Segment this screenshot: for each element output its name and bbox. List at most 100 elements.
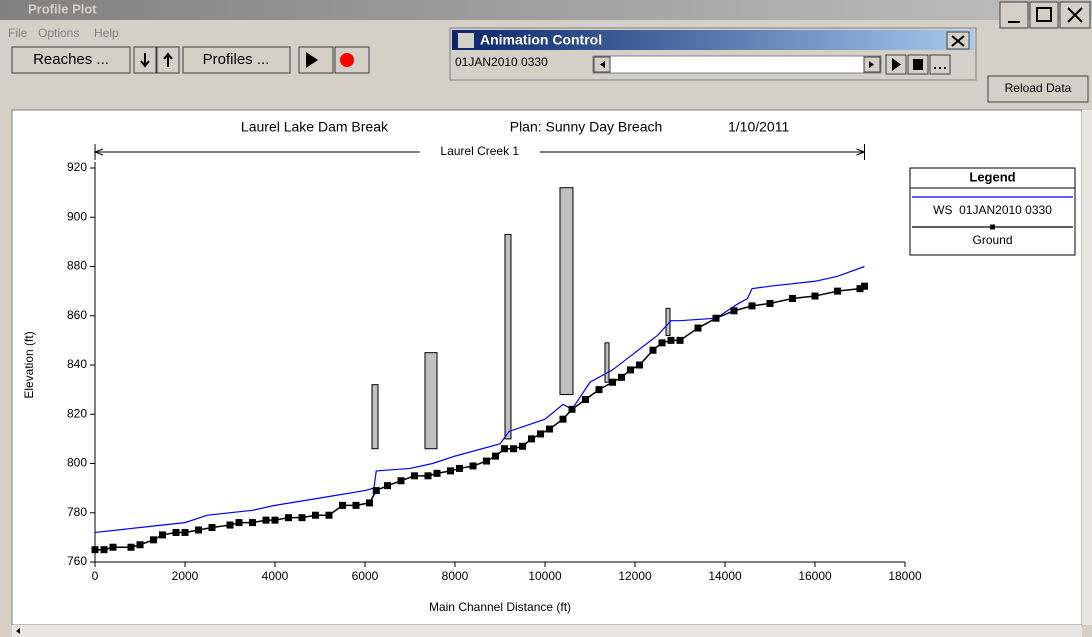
ground-marker [667,336,675,344]
ground-marker [789,295,796,303]
ground-marker [312,511,319,519]
structure [424,352,438,450]
slider-right-glyph [869,61,874,68]
y-axis-label: Elevation (ft) [22,331,36,398]
ground-marker [658,339,666,347]
y-tick-label: 800 [67,456,87,470]
x-tick-label: 16000 [798,569,832,583]
ground-marker [510,445,517,453]
legend-title: Legend [969,169,1015,184]
x-tick-label: 0 [92,569,99,583]
maximize-glyph [1036,7,1052,22]
x-tick-label: 2000 [172,569,199,583]
ground-marker [501,445,508,453]
animation-title: Animation Control [480,32,602,48]
ground-marker [861,282,868,290]
ground-marker [483,457,490,465]
ground-marker [537,430,544,438]
ground-marker [676,336,684,344]
x-tick-label: 6000 [352,569,379,583]
chart-subtitle: Plan: Sunny Day Breach [510,119,663,135]
x-tick-label: 8000 [442,569,469,583]
ground-marker [595,386,603,394]
ground-marker [262,516,270,524]
ground-marker [91,546,99,554]
play-button[interactable] [298,46,334,74]
ground-marker [384,482,391,490]
window-title: Profile Plot [28,1,97,16]
y-tick-label: 780 [67,505,87,519]
menu-bar: File Options Help [8,26,119,40]
ground-marker [712,314,720,322]
window-controls[interactable] [999,1,1091,29]
chart-title: Laurel Lake Dam Break [241,119,389,135]
reaches-button[interactable] [11,46,131,74]
ground-marker [195,526,202,534]
ground-marker [366,499,373,507]
h-scroll-left [16,628,20,634]
ground-marker [528,435,535,443]
anim-stop-glyph [913,59,923,70]
menu-help[interactable]: Help [94,26,119,40]
reaches-label: Reaches ... [33,51,109,68]
x-tick-label: 14000 [708,569,742,583]
animation-slider[interactable] [592,55,882,74]
ground-marker [568,405,576,413]
series-line [94,265,865,534]
ground-marker [249,519,256,527]
up-arrow [163,52,173,67]
ground-marker [411,472,418,480]
anim-play-glyph [892,58,901,71]
ground-marker [339,501,346,509]
ground-marker [226,521,234,529]
ground-marker [352,501,360,509]
close-glyph [1067,7,1083,23]
menu-file[interactable]: File [8,26,28,40]
menu-options[interactable]: Options [38,26,79,40]
y-tick-label: 820 [67,406,87,420]
ground-marker [618,373,625,381]
v-scrollbar[interactable] [1082,110,1092,625]
ground-marker [100,546,108,554]
down-arrow [140,53,150,68]
reload-label: Reload Data [1005,81,1072,95]
maximize[interactable] [1029,1,1059,29]
ground-marker [127,543,135,551]
y-tick-label: 920 [67,160,87,174]
reload-button[interactable] [987,75,1089,103]
chart-date: 1/10/2011 [728,119,789,135]
ground-marker [447,467,454,475]
ground-marker [298,514,306,522]
x-axis-label: Main Channel Distance (ft) [429,600,571,614]
ground-marker [150,536,157,544]
ground-marker [159,531,166,539]
reach-label-bg [419,144,540,160]
legend-label: Ground [972,233,1012,247]
x-tick-label: 12000 [618,569,652,583]
ground-marker [748,302,756,310]
ground-marker [636,361,643,369]
anim-options[interactable] [929,54,951,75]
ground-marker [582,395,589,403]
y-tick-label: 760 [67,554,87,568]
ground-marker [649,346,657,354]
ground-marker [285,514,292,522]
ground-marker [730,307,738,315]
chart: Laurel Lake Dam Break Plan: Sunny Day Br… [22,119,789,614]
x-tick-label: 10000 [528,569,562,583]
ground-marker [456,464,463,472]
h-scrollbar[interactable] [12,625,1082,637]
ground-marker [372,487,380,495]
ground-marker [172,528,180,536]
ground-marker [271,516,279,524]
ground-marker [766,299,774,307]
ground-marker [856,285,864,293]
profiles-button[interactable] [182,46,291,74]
ground-marker [325,511,333,519]
structure [504,233,512,440]
minimize[interactable] [999,1,1029,29]
ground-marker [208,524,216,532]
slider-left-glyph [600,61,605,68]
y-tick-label: 860 [67,308,87,322]
